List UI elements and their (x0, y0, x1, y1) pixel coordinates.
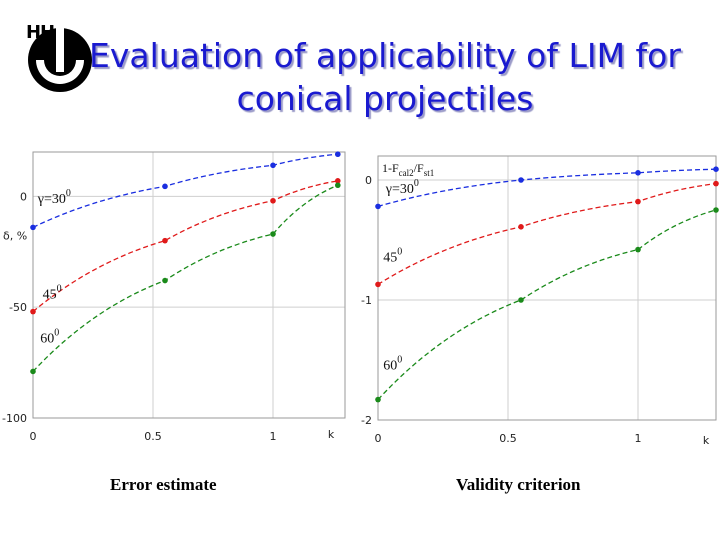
y-tick-label: -2 (361, 414, 372, 427)
y-tick-label: 0 (365, 174, 372, 187)
data-point (335, 178, 341, 184)
series-line-3 (377, 209, 717, 401)
page-title: Evaluation of applicability of LIM for c… (89, 36, 681, 118)
svg-text:H: H (26, 22, 41, 43)
data-point (635, 198, 641, 205)
data-point (162, 277, 168, 284)
x-axis-label: k (328, 428, 335, 441)
y-tick-label: -100 (2, 412, 27, 425)
curve-label-1: γ=300 (385, 178, 419, 197)
x-tick-label: 1 (635, 432, 642, 445)
plot-frame (377, 155, 717, 421)
x-tick-label: 1 (270, 430, 277, 443)
caption-error-estimate: Error estimate (110, 475, 217, 494)
data-point (270, 162, 276, 169)
data-point (375, 396, 381, 403)
caption-validity-criterion: Validity criterion (456, 475, 581, 494)
data-point (635, 246, 641, 253)
plot-frame (32, 151, 346, 419)
series-line-2 (32, 180, 338, 313)
data-point (518, 177, 524, 183)
x-tick-label: 0 (375, 432, 382, 445)
curve-label-1: γ=300 (37, 188, 71, 207)
series-line-1 (32, 153, 338, 228)
y-axis-label: 1-Fcal2/Fst1 (382, 161, 434, 178)
data-point (162, 183, 168, 190)
series-line-2 (377, 182, 717, 285)
data-point (30, 368, 36, 375)
data-point (518, 224, 524, 230)
y-tick-label: -50 (9, 301, 27, 314)
data-point (30, 308, 36, 315)
data-point (635, 170, 641, 176)
curve-label-3: 600 (383, 355, 402, 374)
data-point (335, 151, 341, 158)
curve-label-2: 450 (383, 247, 402, 266)
data-point (270, 197, 276, 204)
data-point (270, 231, 276, 237)
x-tick-label: 0.5 (144, 430, 162, 443)
data-point (162, 237, 168, 244)
y-tick-label: 0 (20, 190, 27, 203)
series-line-3 (32, 184, 339, 372)
data-point (713, 180, 719, 187)
svg-text:H: H (40, 22, 55, 43)
data-point (375, 203, 381, 210)
series-line-1 (377, 168, 717, 208)
curve-label-3: 600 (40, 328, 59, 347)
x-tick-label: 0.5 (499, 432, 517, 445)
data-point (375, 281, 381, 288)
data-point (713, 207, 719, 213)
x-tick-label: 0 (30, 430, 37, 443)
data-point (713, 166, 719, 172)
curve-label-2: 450 (43, 283, 62, 302)
university-logo: H H (26, 22, 92, 92)
data-point (335, 182, 341, 189)
data-point (518, 297, 524, 303)
y-tick-label: -1 (361, 294, 372, 307)
data-point (30, 224, 36, 231)
y-axis-label: δ, % (3, 229, 27, 242)
x-axis-label: k (703, 434, 710, 447)
